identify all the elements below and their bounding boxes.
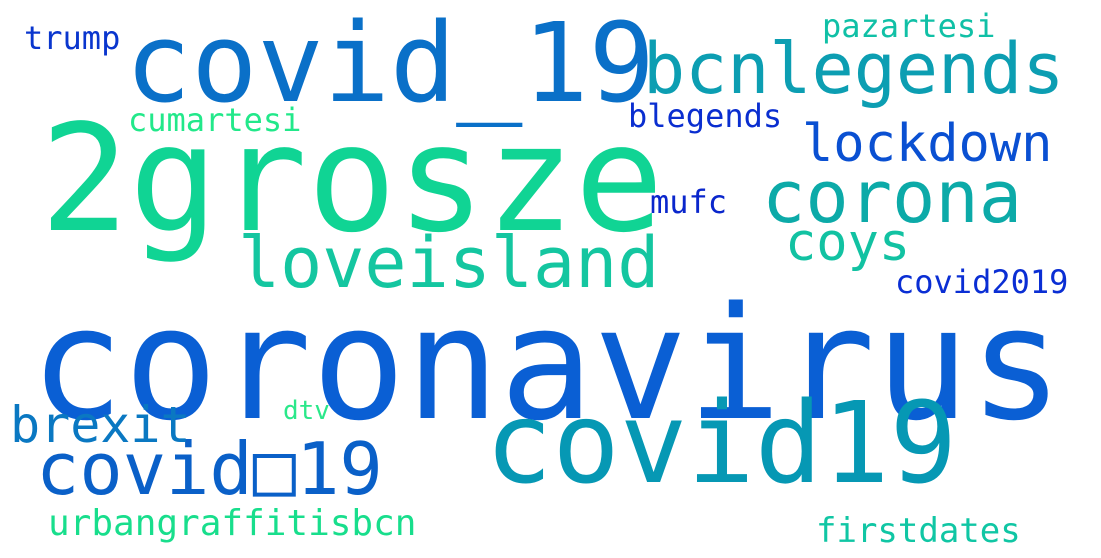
word-pazartesi: pazartesi — [822, 7, 996, 45]
word-urbangraffitisbcn: urbangraffitisbcn — [48, 503, 417, 544]
word-mufc: mufc — [650, 183, 728, 221]
word-loveisland: loveisland — [238, 222, 660, 304]
word-covid2019: covid2019 — [895, 263, 1069, 301]
word-2grosze: 2grosze — [40, 93, 664, 265]
word-coronavirus: coronavirus — [30, 273, 1064, 455]
word-cumartesi: cumartesi — [128, 101, 302, 139]
word-dtv: dtv — [283, 396, 330, 426]
word-blegends: blegends — [628, 97, 783, 135]
word-brexit: brexit — [10, 396, 191, 454]
word-lockdown: lockdown — [802, 114, 1053, 174]
word-covid19: covid19 — [485, 379, 958, 509]
word-firstdates: firstdates — [816, 511, 1021, 551]
word-coys: coys — [785, 213, 911, 273]
word-covid-underscore-19: covid_19 — [125, 0, 655, 127]
word-covid-box-19: covid□19 — [36, 427, 383, 511]
word-trump: trump — [24, 19, 121, 57]
word-bcnlegends: bcnlegends — [643, 28, 1065, 110]
word-corona: corona — [762, 155, 1023, 239]
